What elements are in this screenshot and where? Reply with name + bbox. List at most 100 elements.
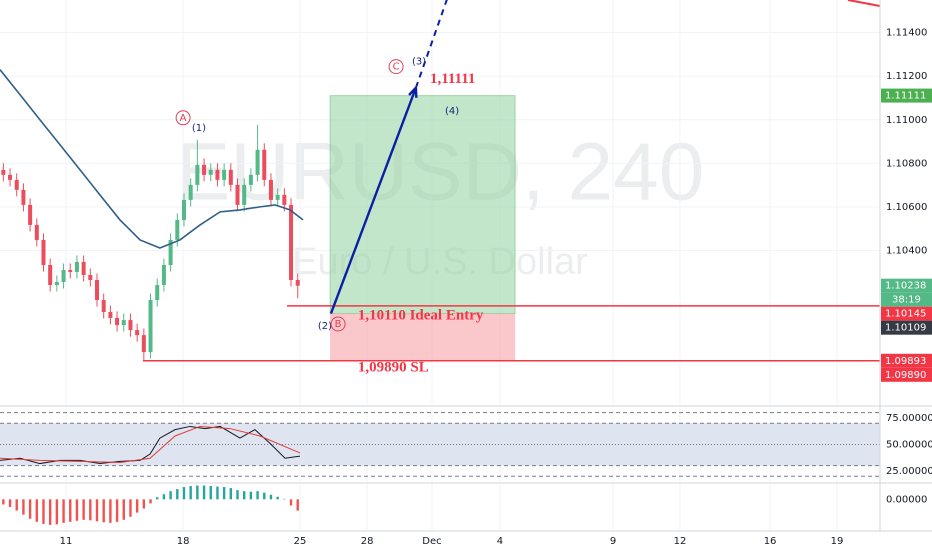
candle-body [74, 261, 79, 272]
histogram-bar [256, 491, 259, 500]
wave-label: (1) [192, 123, 206, 134]
candle-body [115, 317, 120, 326]
wave-label: C [393, 62, 400, 73]
candle-body [295, 280, 300, 286]
histogram-bar [296, 499, 299, 511]
price-label-bg [881, 320, 932, 335]
y-tick-label: 1.10400 [886, 245, 927, 256]
price-label: 1.09890 [885, 370, 926, 381]
price-label-bg [881, 306, 932, 321]
histogram-bar [69, 499, 72, 522]
wave-label: A [180, 113, 187, 124]
histogram-bar [142, 499, 146, 509]
candle-body [222, 169, 227, 180]
arrow-head [408, 86, 418, 98]
x-tick-label: 4 [497, 536, 503, 547]
histogram-bar [209, 486, 212, 500]
wave-label: (4) [445, 106, 459, 117]
x-tick-label: 28 [361, 536, 374, 547]
countdown: 38:19 [892, 295, 921, 306]
histogram-bar [129, 499, 132, 517]
wave-circle [388, 59, 404, 75]
candle-body [148, 300, 153, 353]
candle-body [235, 184, 240, 205]
histogram-bar [283, 498, 286, 500]
candle-body [14, 179, 19, 190]
price-label-bg [881, 353, 932, 368]
candle-body [61, 270, 66, 282]
x-tick-label: 19 [831, 536, 844, 547]
histogram-bar [75, 499, 79, 521]
candle-body [34, 224, 39, 240]
candle-body [128, 320, 133, 331]
candle-body [195, 164, 200, 185]
candle-body [228, 169, 233, 185]
y-tick-label: 1.11200 [886, 71, 927, 82]
histogram-bar [156, 497, 159, 500]
price-label: 1.09893 [885, 356, 926, 367]
price-label-bg [881, 88, 932, 103]
histogram-bar [15, 499, 18, 511]
histogram-bar [22, 499, 25, 515]
price-label-bg [881, 278, 932, 293]
histogram-bar [276, 496, 279, 500]
histogram-bar [62, 499, 65, 523]
y-tick-label: 75.00000 [886, 413, 932, 424]
y-tick-label: 1.10600 [886, 202, 927, 213]
candle-body [248, 174, 253, 185]
candle-body [175, 219, 180, 240]
loss-zone [330, 313, 516, 362]
wave-label: (2) [318, 321, 332, 332]
x-tick-label: Dec [422, 536, 441, 547]
histogram-bar [35, 499, 38, 522]
histogram-bar [82, 499, 85, 520]
x-tick-label: 9 [610, 536, 616, 547]
x-tick-label: 11 [60, 536, 73, 547]
y-tick-label: 50.00000 [886, 439, 932, 450]
wave-label: (3) [412, 57, 426, 68]
candle-body [95, 280, 100, 301]
candle-body [1, 169, 6, 175]
candle-body [41, 239, 46, 265]
candle-body [68, 270, 73, 272]
histogram-bar [236, 490, 239, 500]
histogram-bar [8, 499, 12, 507]
candle-body [215, 169, 220, 180]
histogram-bar [95, 499, 99, 522]
wave-circle [330, 316, 346, 332]
histogram-bar [189, 486, 192, 500]
candle-body [48, 264, 53, 286]
price-label-bg [881, 367, 932, 382]
candle-body [181, 199, 186, 220]
histogram-bar [122, 499, 125, 520]
x-tick-label: 25 [294, 536, 307, 547]
price-label: 1.10145 [885, 309, 926, 320]
histogram-bar [222, 487, 226, 500]
candle-body [168, 239, 173, 265]
histogram-bar [169, 491, 172, 500]
candle-body [28, 204, 33, 225]
histogram-bar [176, 489, 179, 500]
candle-body [88, 275, 93, 281]
histogram-bar [2, 499, 5, 505]
histogram-bar [109, 499, 112, 523]
candle-body [282, 194, 287, 205]
candle-body [268, 179, 273, 200]
price-label: 1.10238 [885, 281, 926, 292]
candle-body [101, 300, 106, 313]
candle-body [188, 184, 193, 200]
histogram-bar [242, 491, 246, 500]
candle-body [242, 184, 247, 205]
histogram-bar [263, 492, 266, 500]
candle-body [155, 285, 160, 301]
histogram-bar [28, 499, 32, 519]
candle-body [54, 281, 59, 286]
wave-label: B [335, 319, 342, 330]
candle-body [8, 174, 13, 180]
countdown-bg [881, 292, 932, 307]
candle-body [208, 169, 213, 175]
y-tick-label: 25.00000 [886, 466, 932, 477]
y-tick-label: 1.10800 [886, 158, 927, 169]
x-tick-label: 12 [674, 536, 687, 547]
